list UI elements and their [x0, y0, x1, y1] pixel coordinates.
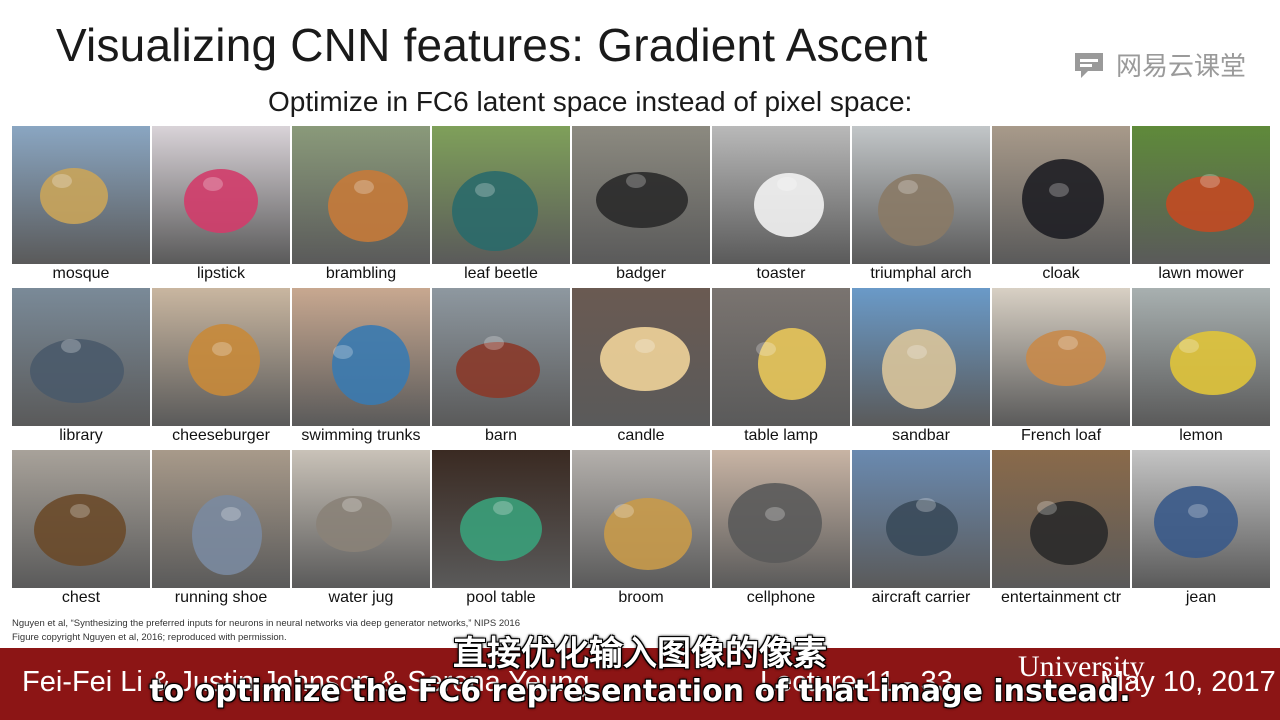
image-tile: pool table — [432, 450, 570, 613]
image-label: French loaf — [1020, 427, 1102, 444]
image-tile: mosque — [12, 126, 150, 289]
image-tile: lawn mower — [1132, 126, 1270, 289]
image-tile: triumphal arch — [852, 126, 990, 289]
image-tile: lipstick — [152, 126, 290, 289]
visualization-image — [1132, 288, 1270, 426]
image-label: triumphal arch — [870, 265, 972, 282]
visualization-image — [852, 450, 990, 588]
image-label: lipstick — [196, 265, 245, 282]
subtitle-chinese: 直接优化输入图像的像素 — [453, 634, 827, 674]
visualization-image — [572, 126, 710, 264]
citation: Nguyen et al, “Synthesizing the preferre… — [12, 617, 520, 645]
image-label: cloak — [1042, 265, 1080, 282]
visualization-image — [572, 288, 710, 426]
image-tile: chest — [12, 450, 150, 613]
image-tile: toaster — [712, 126, 850, 289]
image-tile: water jug — [292, 450, 430, 613]
image-label: toaster — [756, 265, 806, 282]
image-label: cheeseburger — [172, 427, 270, 444]
image-tile: running shoe — [152, 450, 290, 613]
image-grid: mosque lipstick brambling leaf beetle badger… — [12, 126, 1270, 613]
image-tile: sandbar — [852, 288, 990, 451]
university-logo-text: University — [1018, 650, 1145, 683]
image-label: lawn mower — [1158, 265, 1244, 282]
visualization-image — [292, 288, 430, 426]
visualization-image — [1132, 450, 1270, 588]
footer-authors: Fei-Fei Li & Justin Johnson & Serena Yeu… — [22, 666, 590, 698]
image-label: aircraft carrier — [871, 589, 971, 606]
image-label: sandbar — [892, 427, 950, 444]
image-label: running shoe — [174, 589, 268, 606]
visualization-image — [12, 126, 150, 264]
footer-date: May 10, 2017 — [1100, 666, 1276, 698]
chat-bubble-icon — [1072, 50, 1106, 80]
image-tile: library — [12, 288, 150, 451]
visualization-image — [152, 450, 290, 588]
visualization-image — [152, 288, 290, 426]
image-tile: cellphone — [712, 450, 850, 613]
image-tile: table lamp — [712, 288, 850, 451]
image-label: swimming trunks — [301, 427, 421, 444]
image-tile: jean — [1132, 450, 1270, 613]
image-tile: aircraft carrier — [852, 450, 990, 613]
image-tile: lemon — [1132, 288, 1270, 451]
footer-bar — [0, 648, 1280, 720]
image-label: table lamp — [744, 427, 818, 444]
image-label: lemon — [1179, 427, 1223, 444]
image-label: badger — [616, 265, 666, 282]
citation-line-1: Nguyen et al, “Synthesizing the preferre… — [12, 618, 521, 629]
visualization-image — [712, 126, 850, 264]
image-label: broom — [618, 589, 664, 606]
image-label: entertainment ctr — [1000, 589, 1122, 606]
citation-line-2: Figure copyright Nguyen et al, 2016; rep… — [12, 632, 287, 643]
visualization-image — [852, 126, 990, 264]
image-label: mosque — [52, 265, 110, 282]
image-tile: brambling — [292, 126, 430, 289]
image-tile: broom — [572, 450, 710, 613]
visualization-image — [852, 288, 990, 426]
image-label: cellphone — [746, 589, 816, 606]
watermark: 网易云课堂 — [1072, 46, 1246, 83]
visualization-image — [712, 288, 850, 426]
visualization-image — [992, 450, 1130, 588]
image-tile: entertainment ctr — [992, 450, 1130, 613]
image-tile: leaf beetle — [432, 126, 570, 289]
image-label: candle — [617, 427, 665, 444]
image-label: jean — [1185, 589, 1217, 606]
image-label: leaf beetle — [464, 265, 538, 282]
visualization-image — [12, 288, 150, 426]
visualization-image — [292, 450, 430, 588]
image-tile: swimming trunks — [292, 288, 430, 451]
image-label: brambling — [325, 265, 397, 282]
visualization-image — [992, 126, 1130, 264]
image-tile: badger — [572, 126, 710, 289]
image-label: library — [59, 427, 103, 444]
visualization-image — [712, 450, 850, 588]
image-label: water jug — [328, 589, 394, 606]
visualization-image — [432, 288, 570, 426]
visualization-image — [1132, 126, 1270, 264]
image-tile: barn — [432, 288, 570, 451]
visualization-image — [432, 450, 570, 588]
image-tile: French loaf — [992, 288, 1130, 451]
footer-lecture: Lecture 11 - 33 — [760, 666, 953, 698]
image-label: pool table — [466, 589, 536, 606]
image-tile: cheeseburger — [152, 288, 290, 451]
visualization-image — [572, 450, 710, 588]
visualization-image — [292, 126, 430, 264]
image-label: barn — [484, 427, 518, 444]
image-tile: candle — [572, 288, 710, 451]
visualization-image — [432, 126, 570, 264]
watermark-text: 网易云课堂 — [1116, 51, 1247, 81]
visualization-image — [152, 126, 290, 264]
visualization-image — [12, 450, 150, 588]
slide-title: Visualizing CNN features: Gradient Ascen… — [56, 19, 928, 71]
image-label: chest — [61, 589, 101, 606]
subtitle-english: to optimize the FC6 representation of th… — [149, 674, 1131, 709]
image-tile: cloak — [992, 126, 1130, 289]
visualization-image — [992, 288, 1130, 426]
slide-subtitle: Optimize in FC6 latent space instead of … — [268, 86, 913, 117]
